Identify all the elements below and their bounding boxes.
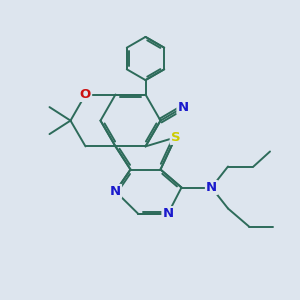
Text: N: N	[162, 207, 174, 220]
Text: N: N	[110, 185, 121, 198]
Text: S: S	[171, 131, 180, 144]
Text: O: O	[80, 88, 91, 101]
Text: N: N	[206, 181, 217, 194]
Text: N: N	[177, 101, 189, 114]
